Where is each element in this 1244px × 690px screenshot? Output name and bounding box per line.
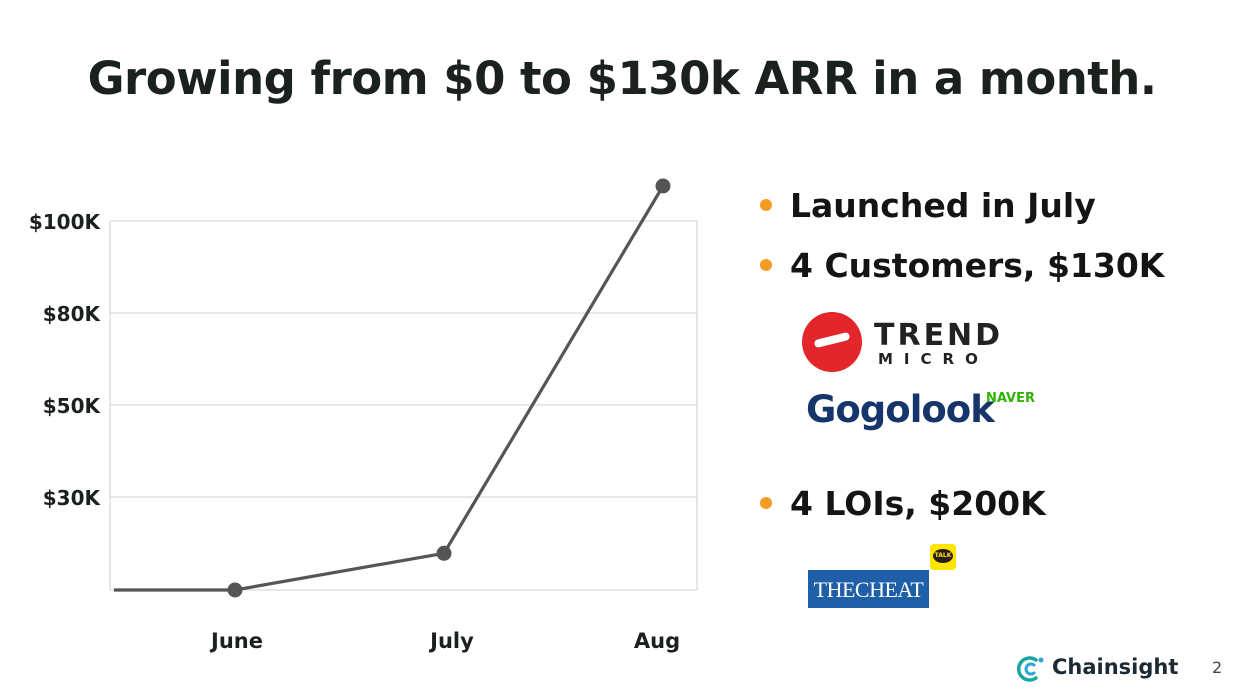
x-category-label: July xyxy=(428,629,474,653)
y-tick-label: $80K xyxy=(43,302,102,326)
thecheat-box: THECHEAT xyxy=(808,570,929,608)
bullet-dot xyxy=(760,258,772,271)
x-category-label: Aug xyxy=(634,629,680,653)
data-point-july xyxy=(436,545,452,561)
naver-wordmark: NAVER xyxy=(986,391,1036,406)
y-tick-label: $50K xyxy=(43,394,102,418)
arr-series-line xyxy=(114,185,665,592)
chainsight-wordmark: Chainsight xyxy=(1052,655,1179,679)
gogolook-logo: Gogolook NAVER xyxy=(806,388,1046,438)
y-tick-label: $100K xyxy=(29,210,102,234)
trend-micro-word-1: TREND xyxy=(874,318,1004,353)
trend-micro-word-2: MICRO xyxy=(878,350,989,368)
gogolook-wordmark: Gogolook xyxy=(806,388,995,431)
bullet-lois: 4 LOIs, $200K xyxy=(760,484,1046,523)
thecheat-wordmark: THECHEAT xyxy=(813,577,924,602)
data-point-june xyxy=(227,582,243,598)
chainsight-brand: Chainsight xyxy=(1014,654,1178,684)
bullet-customers: 4 Customers, $130K xyxy=(760,246,1164,285)
trend-micro-logo: TREND MICRO xyxy=(802,310,1002,376)
data-point-aug xyxy=(655,178,671,194)
slide-title: Growing from $0 to $130k ARR in a month. xyxy=(87,52,1157,105)
trend-micro-mark-icon xyxy=(802,312,862,372)
bullet-text: Launched in July xyxy=(790,186,1096,225)
talk-bubble-label: TALK xyxy=(933,549,953,563)
page-number: 2 xyxy=(1212,658,1223,677)
bullet-launched: Launched in July xyxy=(760,186,1096,225)
thecheat-logo: THECHEAT TALK xyxy=(808,544,968,612)
bullet-dot xyxy=(760,198,772,211)
x-category-label: June xyxy=(209,629,263,653)
chainsight-logo-icon xyxy=(1016,656,1044,682)
arr-line-chart: $100K $80K $50K $30K June July Aug xyxy=(29,178,698,653)
kakao-talk-icon: TALK xyxy=(930,544,956,570)
bullet-text: 4 LOIs, $200K xyxy=(790,484,1046,523)
bullet-text: 4 Customers, $130K xyxy=(790,246,1165,285)
bullet-dot xyxy=(760,496,772,509)
y-tick-label: $30K xyxy=(43,486,102,510)
